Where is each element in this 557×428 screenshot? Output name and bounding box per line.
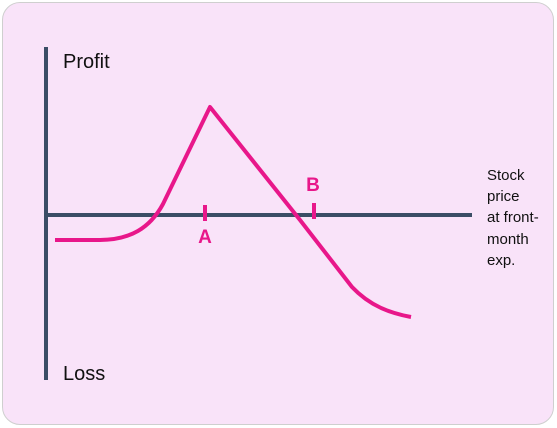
point-b-label: B xyxy=(306,175,320,196)
x-axis-label: Stock price at front- month exp. xyxy=(487,167,539,269)
profit-label: Profit xyxy=(63,51,110,73)
loss-label: Loss xyxy=(63,363,105,385)
point-a-label: A xyxy=(198,227,212,248)
x-axis-label-line: Stock xyxy=(487,167,525,184)
x-axis-label-line: month xyxy=(487,231,529,248)
x-axis-label-line: at front- xyxy=(487,209,539,226)
x-axis-label-line: price xyxy=(487,188,520,205)
payoff-curve xyxy=(55,105,412,319)
x-axis-label-line: exp. xyxy=(487,252,515,269)
